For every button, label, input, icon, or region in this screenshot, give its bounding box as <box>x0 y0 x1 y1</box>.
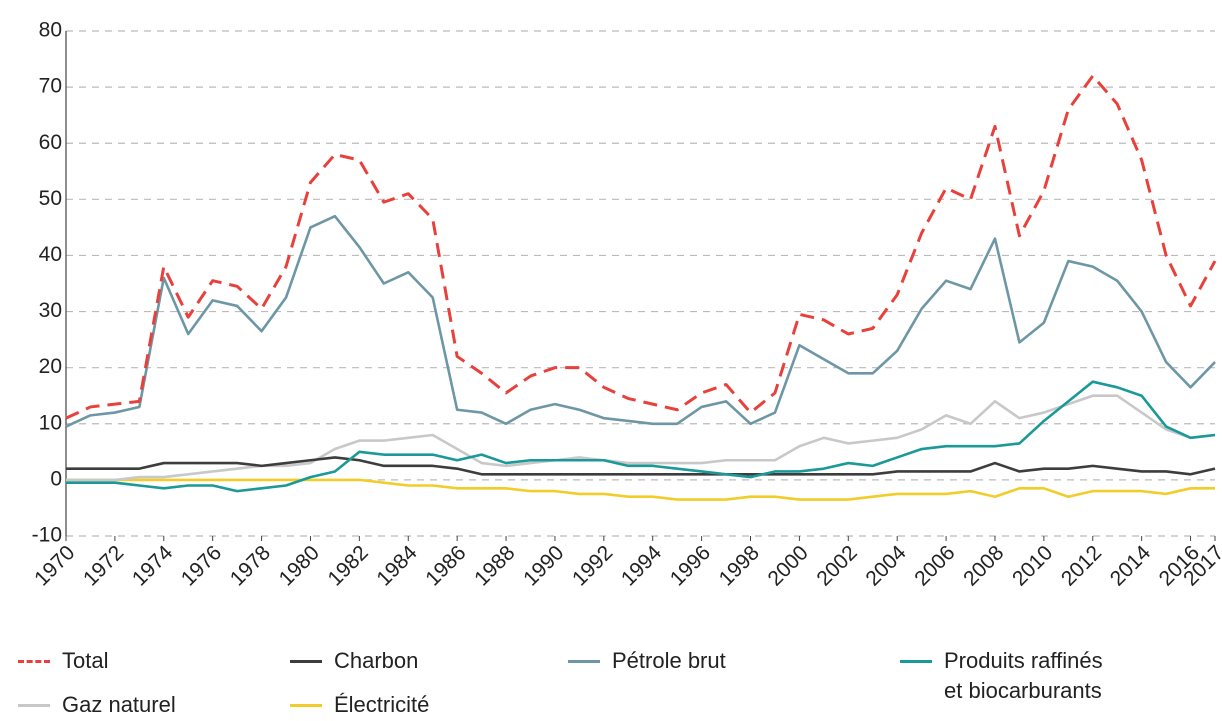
y-tick-label: 10 <box>39 411 62 434</box>
x-tick-label: 1980 <box>275 541 324 590</box>
series-line <box>66 478 1215 501</box>
legend-label: Produits raffinés et biocarburants <box>944 648 1103 703</box>
legend-swatch <box>900 660 932 663</box>
x-tick-label: 1992 <box>568 541 617 590</box>
legend-item: Gaz naturel <box>18 690 176 720</box>
series-line <box>66 380 1216 493</box>
x-tick-label: 2004 <box>861 541 911 591</box>
y-tick-label: 0 <box>50 467 62 490</box>
y-tick-label: 40 <box>39 243 62 266</box>
legend-swatch <box>290 660 322 663</box>
legend-swatch <box>290 704 322 707</box>
x-tick-label: 1998 <box>715 541 764 590</box>
y-tick-label: 30 <box>39 299 62 322</box>
legend-label: Charbon <box>334 648 419 673</box>
y-tick-label: 60 <box>39 131 62 154</box>
x-tick-label: 2008 <box>959 541 1008 590</box>
x-tick-label: 1988 <box>470 541 519 590</box>
x-tick-label: 1984 <box>372 541 422 591</box>
y-tick-label: -10 <box>32 524 62 547</box>
series-line <box>66 456 1216 476</box>
x-tick-label: 2000 <box>764 541 813 590</box>
y-tick-label: 50 <box>39 187 62 210</box>
x-tick-label: 1976 <box>177 541 226 590</box>
y-tick-label: 80 <box>39 19 62 42</box>
legend-item: Charbon <box>290 646 418 676</box>
x-tick-label: 2006 <box>910 541 959 590</box>
legend-label: Gaz naturel <box>62 692 176 717</box>
y-tick-label: 20 <box>39 355 62 378</box>
x-tick-label: 2010 <box>1008 541 1057 590</box>
x-tick-label: 1982 <box>324 541 373 590</box>
legend-label: Pétrole brut <box>612 648 726 673</box>
legend-item: Produits raffinés et biocarburants <box>900 646 1103 706</box>
x-tick-label: 1972 <box>79 541 128 590</box>
x-tick-label: 2002 <box>812 541 861 590</box>
x-tick-label: 1990 <box>519 541 568 590</box>
x-tick-label: 1978 <box>226 541 275 590</box>
x-tick-label: 1986 <box>421 541 470 590</box>
x-tick-label: 1974 <box>128 541 178 591</box>
legend-item: Électricité <box>290 690 429 720</box>
legend-swatch <box>18 660 50 663</box>
x-tick-label: 1996 <box>666 541 715 590</box>
chart: -10 0 10 20 30 40 50 60 70 80 1970 1972 1974 1976 1978… <box>30 19 1222 591</box>
x-tick-label: 1970 <box>30 541 79 590</box>
x-tick-label: 2012 <box>1057 541 1106 590</box>
series-line <box>65 214 1216 428</box>
legend-item: Pétrole brut <box>568 646 726 676</box>
y-tick-label: 70 <box>39 75 62 98</box>
series-line <box>65 74 1217 420</box>
x-tick-label: 2014 <box>1106 541 1156 591</box>
legend-label: Total <box>62 648 109 673</box>
legend-item: Total <box>18 646 108 676</box>
x-tick-label: 1994 <box>617 541 667 591</box>
legend-label: Électricité <box>334 692 430 717</box>
series-line <box>66 394 1216 482</box>
legend-swatch <box>18 704 50 707</box>
legend-swatch <box>568 660 600 663</box>
